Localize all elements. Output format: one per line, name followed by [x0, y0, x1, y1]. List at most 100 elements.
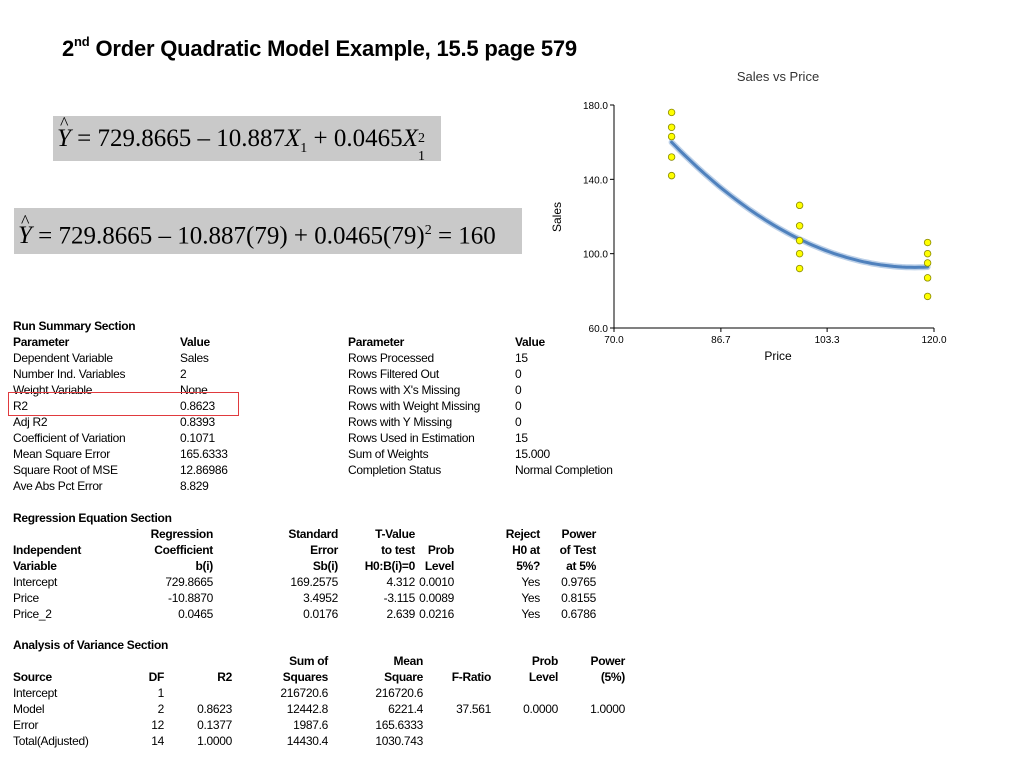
- anova-cell: 0.8623: [197, 702, 232, 716]
- regression-header-cell: Standard: [288, 527, 338, 541]
- anova-cell: 37.561: [456, 702, 491, 716]
- y-hat-symbol: Y: [57, 101, 71, 161]
- regression-cell: 0.0216: [419, 607, 454, 621]
- chart-axes: [610, 104, 935, 332]
- run-summary-value: 0.8623: [180, 399, 215, 413]
- data-point: [795, 236, 804, 245]
- regression-cell: 0.0465: [178, 607, 213, 621]
- anova-cell: 0.0000: [523, 702, 558, 716]
- run-summary-param: Coefficient of Variation: [13, 431, 126, 445]
- anova-header-cell: Source: [13, 670, 52, 684]
- eq2-paren-1: (79): [246, 222, 288, 250]
- run-summary-param: Rows with X's Missing: [348, 383, 461, 397]
- eq2-part-b: + 0.0465: [287, 222, 384, 250]
- anova-header-cell: Squares: [282, 670, 329, 684]
- anova-cell: 1.0000: [197, 734, 232, 748]
- anova-cell: 1030.743: [375, 734, 423, 748]
- regression-cell: 0.6786: [561, 607, 596, 621]
- regression-header-cell: Variable: [13, 559, 57, 573]
- regression-cell: 0.0010: [419, 575, 454, 589]
- anova-header-cell: Square: [384, 670, 423, 684]
- anova-cell: 14: [151, 734, 164, 748]
- run-summary-value: 8.829: [180, 479, 209, 493]
- anova-header-cell: Sum of: [289, 654, 328, 668]
- anova-cell: 12: [151, 718, 164, 732]
- y-tick-label: 100.0: [583, 250, 608, 261]
- x-tick-label: 70.0: [604, 335, 624, 346]
- regression-header-cell: Regression: [150, 527, 214, 541]
- title-text: Order Quadratic Model Example, 15.5 page…: [89, 36, 577, 61]
- data-point: [923, 292, 932, 301]
- data-point: [667, 108, 676, 117]
- data-point: [795, 222, 804, 230]
- title-prefix: 2: [62, 36, 75, 61]
- regression-header-cell: Power: [561, 527, 596, 541]
- regression-cell: Price: [13, 591, 39, 605]
- regression-header-cell: 5%?: [516, 559, 540, 573]
- run-summary-param: Number Ind. Variables: [13, 367, 126, 381]
- regression-cell: Yes: [521, 591, 540, 605]
- run-summary-value: 15.000: [515, 447, 550, 461]
- scatter-chart: Sales vs Price Sales Price 60.0 100.0 140.…: [550, 69, 947, 363]
- run-summary-param: Sum of Weights: [348, 447, 429, 461]
- data-point: [795, 264, 804, 273]
- anova-cell: 6221.4: [388, 702, 423, 716]
- run-summary-param: Square Root of MSE: [13, 463, 118, 477]
- chart-xlabel: Price: [764, 349, 792, 363]
- eq1-part-b: + 0.0465: [307, 125, 403, 152]
- regression-heading: Regression Equation Section: [13, 511, 172, 525]
- eq2-superscript: 2: [424, 223, 432, 238]
- anova-cell: 1: [157, 686, 165, 700]
- run-summary-value: 0: [515, 367, 522, 381]
- y-tick-label: 180.0: [583, 101, 608, 112]
- run-summary-param: Ave Abs Pct Error: [13, 479, 103, 493]
- anova-cell: Error: [13, 718, 39, 732]
- run-summary-param: Weight Variable: [13, 383, 93, 397]
- anova-cell: 165.6333: [375, 718, 423, 732]
- run-summary-value: 0.1071: [180, 431, 215, 445]
- regression-header-cell: T-Value: [375, 527, 415, 541]
- chart-title: Sales vs Price: [737, 69, 819, 84]
- run-summary-value: 2: [180, 367, 187, 381]
- y-tick-label: 140.0: [583, 175, 608, 186]
- run-summary-value: Normal Completion: [515, 463, 613, 477]
- eq2-part-a: = 729.8665 – 10.887: [31, 222, 247, 250]
- run-summary-value: 0: [515, 383, 522, 397]
- regression-cell: Yes: [521, 575, 540, 589]
- regression-header-cell: Independent: [13, 543, 82, 557]
- title-superscript: nd: [74, 34, 90, 49]
- anova-heading: Analysis of Variance Section: [13, 638, 169, 652]
- r2-highlight-box: [8, 392, 239, 416]
- anova-header-cell: (5%): [600, 670, 625, 684]
- anova-cell: 216720.6: [280, 686, 328, 700]
- regression-cell: 0.9765: [561, 575, 596, 589]
- run-summary-value: 0.8393: [180, 415, 215, 429]
- regression-header-cell: Sb(i): [312, 559, 338, 573]
- anova-header-cell: Mean: [393, 654, 424, 668]
- regression-header-cell: Prob: [427, 543, 454, 557]
- regression-header-cell: Level: [424, 559, 454, 573]
- run-summary-value: 15: [515, 351, 528, 365]
- anova-cell: 12442.8: [286, 702, 329, 716]
- run-summary-param-header: Parameter: [13, 335, 70, 349]
- x-tick-label: 86.7: [711, 335, 731, 346]
- regression-cell: 0.8155: [561, 591, 596, 605]
- eq1-x2: X: [402, 125, 418, 152]
- regression-cell: 729.8665: [165, 575, 213, 589]
- run-summary-param: Rows Processed: [348, 351, 434, 365]
- eq1-x2-subscript: 1: [417, 149, 425, 164]
- anova-cell: 216720.6: [375, 686, 423, 700]
- eq1-x2-superscript: 2: [417, 131, 425, 146]
- regression-cell: 169.2575: [290, 575, 338, 589]
- anova-cell: Model: [13, 702, 45, 716]
- anova-header-cell: Level: [528, 670, 558, 684]
- regression-header-cell: H0:B(i)=0: [364, 559, 416, 573]
- anova-cell: 0.1377: [197, 718, 232, 732]
- run-summary-param: Rows with Weight Missing: [348, 399, 480, 413]
- regression-header-cell: H0 at: [512, 543, 540, 557]
- regression-header-cell: Reject: [505, 527, 541, 541]
- anova-cell: 14430.4: [286, 734, 329, 748]
- regression-cell: 4.312: [386, 575, 415, 589]
- data-point: [667, 132, 676, 141]
